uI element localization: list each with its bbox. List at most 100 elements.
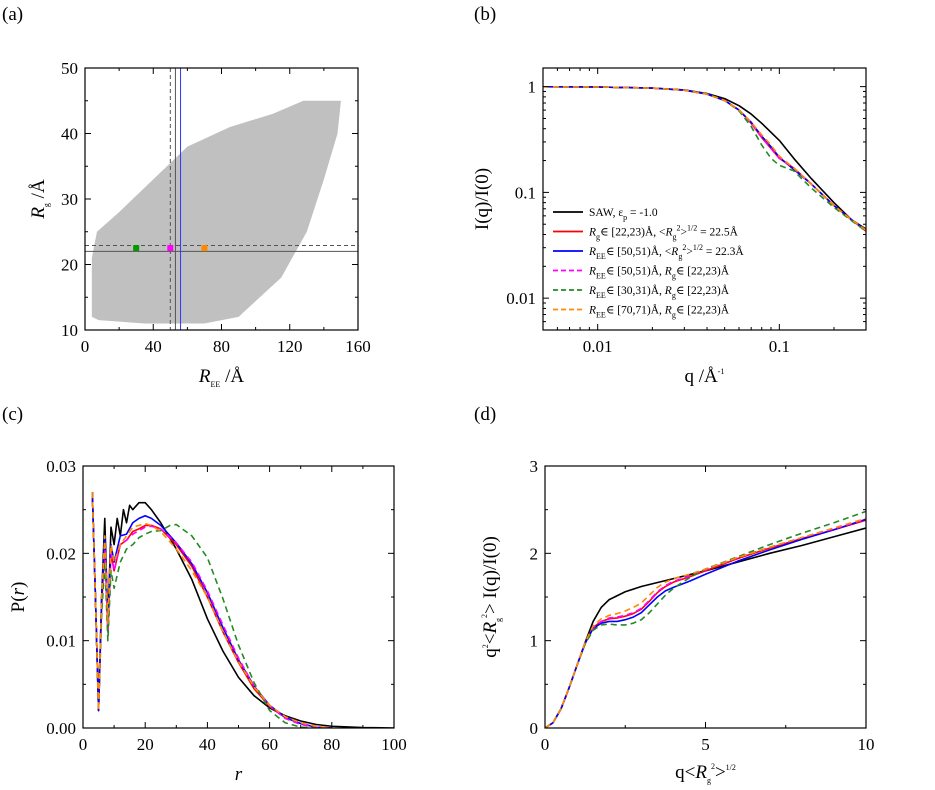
panel-b-chart: 0.01 0.1 0.01 0.1 1 q /Å-1 I(q)/I(0) SAW, εp = … (472, 67, 867, 387)
x-tick-label: 0 (541, 735, 550, 754)
x-axis-label: q /Å-1 (685, 366, 725, 387)
legend-entry-part: ∈ [30,31)Å, (606, 283, 665, 297)
legend-entry-part: ∈ [22,23)Å, < (600, 225, 665, 239)
legend-entry-part: > (686, 246, 693, 258)
legend-entry-part: R (664, 266, 672, 278)
data-point (133, 245, 140, 252)
legend-entry-part: p (623, 213, 627, 222)
legend-entry-part: 1/2 (693, 243, 703, 252)
legend-entry: SAW, εp = -1.0 (589, 207, 658, 222)
accessible-region (91, 100, 341, 324)
legend-entry: REE∈ [70,71)Å, Rg∈ [22,23)Å (588, 303, 730, 320)
legend-entry-part: > (681, 227, 688, 239)
x-axis-label: q<Rg2>1/2 (675, 762, 736, 785)
y-axis-label-var: R (480, 622, 501, 635)
legend-entry-part: EE (596, 272, 606, 281)
x-axis-label-sup: -1 (718, 367, 725, 376)
plot-frame (544, 465, 867, 729)
y-tick-label: 0.01 (506, 289, 536, 308)
y-axis-label: Rg /Å (28, 179, 51, 220)
panel-label-a: (a) (2, 4, 23, 25)
y-axis-label-var: r (8, 587, 29, 595)
x-tick-label: 80 (323, 735, 340, 754)
plot-frame (542, 67, 867, 331)
y-axis-label-pre: P( (8, 595, 29, 612)
x-axis-label: REE /Å (198, 366, 244, 389)
legend-entry-part: ∈ [22,23)Å (676, 303, 730, 317)
y-tick-label: 0.1 (515, 183, 536, 202)
x-axis-label-suffix: /Å (220, 366, 244, 387)
series-line-ree (91, 492, 332, 728)
legend-entry: Rg∈ [22,23)Å, <Rg2>1/2 = 22.5Å (588, 224, 739, 242)
legend-entry-part: g (672, 291, 676, 300)
x-tick-label: 160 (345, 337, 371, 356)
y-axis-label-sub: g (494, 618, 503, 622)
legend-entry-part: R (670, 246, 678, 258)
legend-entry-part: R (588, 285, 596, 297)
x-axis-label-main: q /Å (685, 366, 719, 387)
y-tick-label: 3 (530, 457, 539, 476)
legend-entry-part: R (588, 305, 596, 317)
x-axis-label-sub: EE (211, 380, 221, 389)
x-axis-label-sub: g (707, 776, 711, 785)
legend-entry-part: g (672, 272, 676, 281)
y-tick-label: 0.01 (46, 632, 76, 651)
series-line-ree-70-rg (91, 492, 332, 728)
legend-entry-part: R (664, 305, 672, 317)
legend-entry-part: R (588, 246, 596, 258)
x-axis-label-post: > (715, 762, 726, 783)
legend-entry: REE∈ [50,51)Å, Rg∈ [22,23)Å (588, 264, 730, 281)
y-tick-label: 0 (530, 719, 539, 738)
legend-entry-part: g (672, 311, 676, 320)
x-tick-label: 0 (79, 735, 88, 754)
series-line-ree-50-rg (91, 492, 332, 728)
legend-entry-part: ∈ [50,51)Å, (606, 264, 665, 278)
y-tick-label: 1 (528, 78, 537, 97)
x-tick-label: 40 (199, 735, 216, 754)
legend-entry-part: g (678, 252, 682, 261)
x-tick-label: 80 (213, 337, 230, 356)
legend-entry-part: ∈ [50,51)Å, < (606, 244, 671, 258)
y-axis-label-asup: 2 (481, 644, 490, 648)
legend-entry-part: g (596, 233, 600, 242)
x-tick-label: 0.1 (769, 337, 790, 356)
legend-entry-part: SAW, ε (589, 207, 623, 219)
y-tick-label: 1 (530, 632, 539, 651)
x-axis-label-sup2: 1/2 (726, 763, 736, 772)
y-axis-label-post: ) (8, 582, 29, 588)
y-tick-label: 40 (61, 125, 78, 144)
legend-entry: REE∈ [30,31)Å, Rg∈ [22,23)Å (588, 283, 730, 300)
legend-entry-part: = 22.3Å (703, 244, 744, 258)
x-tick-label: 60 (261, 735, 278, 754)
x-axis-label: r (235, 764, 243, 785)
y-tick-label: 2 (530, 544, 539, 563)
series-line-ree-70-rg (543, 85, 866, 231)
legend-entry-part: EE (596, 252, 606, 261)
x-tick-label: 120 (277, 337, 303, 356)
series-line-rg (91, 492, 332, 728)
series-line-ree-30-rg (545, 510, 866, 728)
x-tick-label: 40 (145, 337, 162, 356)
x-tick-label: 5 (701, 735, 710, 754)
x-tick-label: 20 (137, 735, 154, 754)
panel-label-c: (c) (2, 404, 23, 425)
y-axis-label: q2<Rg2> I(q)/I(0) (480, 536, 503, 658)
series-line-ree (545, 518, 866, 728)
legend-entry-part: R (588, 227, 596, 239)
x-tick-label: 0 (81, 337, 90, 356)
y-tick-label: 10 (61, 321, 78, 340)
x-tick-label: 100 (381, 735, 407, 754)
legend-entry-part: ∈ [22,23)Å (676, 283, 730, 297)
legend-entry-part: 2 (677, 224, 681, 233)
y-axis-label: P(r) (8, 582, 29, 613)
legend-entry-part: = 22.5Å (697, 225, 738, 239)
y-axis-label-b: < (480, 634, 501, 645)
data-point (201, 245, 208, 252)
y-axis-label-sup: 2 (480, 614, 489, 618)
y-axis-label-main: R (28, 207, 49, 220)
legend-entry-part: 1/2 (687, 224, 697, 233)
